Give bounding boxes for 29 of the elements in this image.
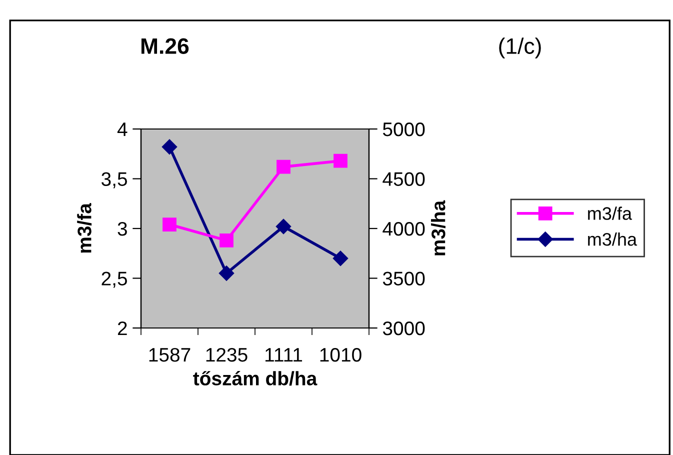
x-tick-label: 1111 — [266, 348, 302, 362]
point — [220, 233, 234, 248]
point — [276, 160, 290, 174]
point — [162, 139, 178, 154]
x-tick-label: 1235 — [206, 348, 248, 362]
point — [334, 154, 348, 168]
y-tick-label: 3 — [118, 222, 127, 236]
legend-label: m3/ha — [588, 232, 638, 246]
y-tick-label: 2 — [118, 321, 127, 336]
y-tick-label: 2,5 — [102, 272, 127, 288]
y-axis-title: m3/fa — [77, 202, 92, 253]
x-tick-label: 1010 — [320, 348, 362, 362]
legend-label: m3/fa — [588, 206, 632, 220]
y2-tick-label: 5000 — [382, 122, 425, 136]
x-axis-title: tőszám db/ha — [193, 370, 318, 386]
text: (1/c) — [499, 38, 541, 58]
y2-tick-label: 3000 — [382, 321, 425, 336]
y2-tick-label: 4500 — [382, 172, 425, 186]
y-tick-label: 3,5 — [102, 172, 127, 188]
y2-tick-label: 3500 — [382, 272, 425, 286]
point — [332, 250, 348, 266]
point — [276, 218, 292, 234]
x-tick-label: 1587 — [149, 348, 190, 362]
y2-axis-title: m3/ha — [431, 200, 446, 256]
point — [218, 266, 234, 281]
chart-title: M.26 — [141, 38, 189, 54]
y-tick-label: 4 — [117, 122, 128, 136]
point — [162, 218, 176, 232]
y2-tick-label: 4000 — [382, 222, 425, 236]
